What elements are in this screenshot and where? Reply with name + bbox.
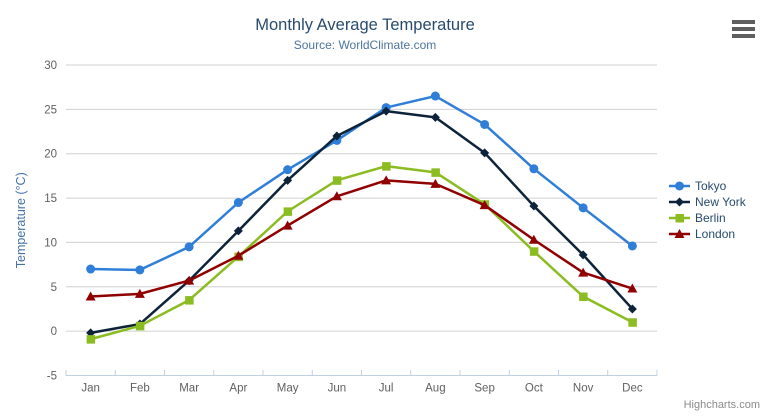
y-axis-labels: 30 25 20 15 10 5 0 -5 bbox=[44, 60, 57, 383]
legend-item-london[interactable]: London bbox=[669, 226, 746, 242]
legend-item-berlin[interactable]: Berlin bbox=[669, 210, 746, 226]
x-tick-label: Jun bbox=[328, 383, 347, 395]
hamburger-icon bbox=[732, 19, 755, 25]
export-menu-button[interactable] bbox=[730, 17, 758, 41]
square-legend-marker-icon bbox=[669, 214, 690, 223]
legend-label: Berlin bbox=[695, 211, 726, 225]
y-tick-label: -5 bbox=[47, 371, 57, 383]
y-tick-label: 10 bbox=[44, 237, 57, 249]
chart-title: Monthly Average Temperature bbox=[255, 16, 475, 34]
hamburger-icon bbox=[732, 33, 755, 39]
x-tick-label: Apr bbox=[229, 383, 247, 395]
y-tick-label: 15 bbox=[44, 193, 57, 205]
series-london[interactable] bbox=[85, 175, 638, 301]
y-axis-title: Temperature (°C) bbox=[14, 172, 28, 268]
series-tokyo[interactable] bbox=[86, 91, 637, 275]
legend-item-tokyo[interactable]: Tokyo bbox=[669, 178, 746, 194]
series-new-york[interactable] bbox=[86, 106, 637, 338]
legend-item-new-york[interactable]: New York bbox=[669, 194, 746, 210]
x-tick-label: Jan bbox=[81, 383, 100, 395]
legend-label: New York bbox=[695, 195, 746, 209]
legend-label: London bbox=[695, 227, 736, 241]
y-tick-label: 30 bbox=[44, 60, 57, 72]
y-tick-label: 5 bbox=[51, 282, 57, 294]
x-tick-label: May bbox=[277, 383, 299, 395]
x-tick-label: Mar bbox=[179, 383, 199, 395]
highcharts-credit[interactable]: Highcharts.com bbox=[683, 399, 760, 411]
x-tick-label: Dec bbox=[622, 383, 643, 395]
grid-lines bbox=[66, 64, 657, 376]
legend-label: Tokyo bbox=[695, 179, 727, 193]
x-tick-label: Aug bbox=[425, 383, 445, 395]
x-tick-label: Sep bbox=[474, 383, 494, 395]
x-tick-label: Feb bbox=[130, 383, 150, 395]
x-axis: Jan Feb Mar Apr May Jun Jul Aug Sep Oct Nov Dec bbox=[65, 370, 658, 395]
y-tick-label: 0 bbox=[51, 326, 57, 338]
circle-legend-marker-icon bbox=[669, 181, 690, 191]
x-tick-label: Jul bbox=[379, 383, 394, 395]
legend: Tokyo New York Berlin London bbox=[669, 178, 746, 242]
x-tick-label: Oct bbox=[525, 383, 544, 395]
chart-subtitle: Source: WorldClimate.com bbox=[293, 38, 437, 52]
y-tick-label: 20 bbox=[44, 149, 57, 161]
hamburger-icon bbox=[732, 26, 755, 32]
x-tick-label: Nov bbox=[573, 383, 594, 395]
y-tick-label: 25 bbox=[44, 104, 57, 116]
diamond-legend-marker-icon bbox=[669, 197, 690, 207]
triangle-legend-marker-icon bbox=[669, 229, 690, 238]
